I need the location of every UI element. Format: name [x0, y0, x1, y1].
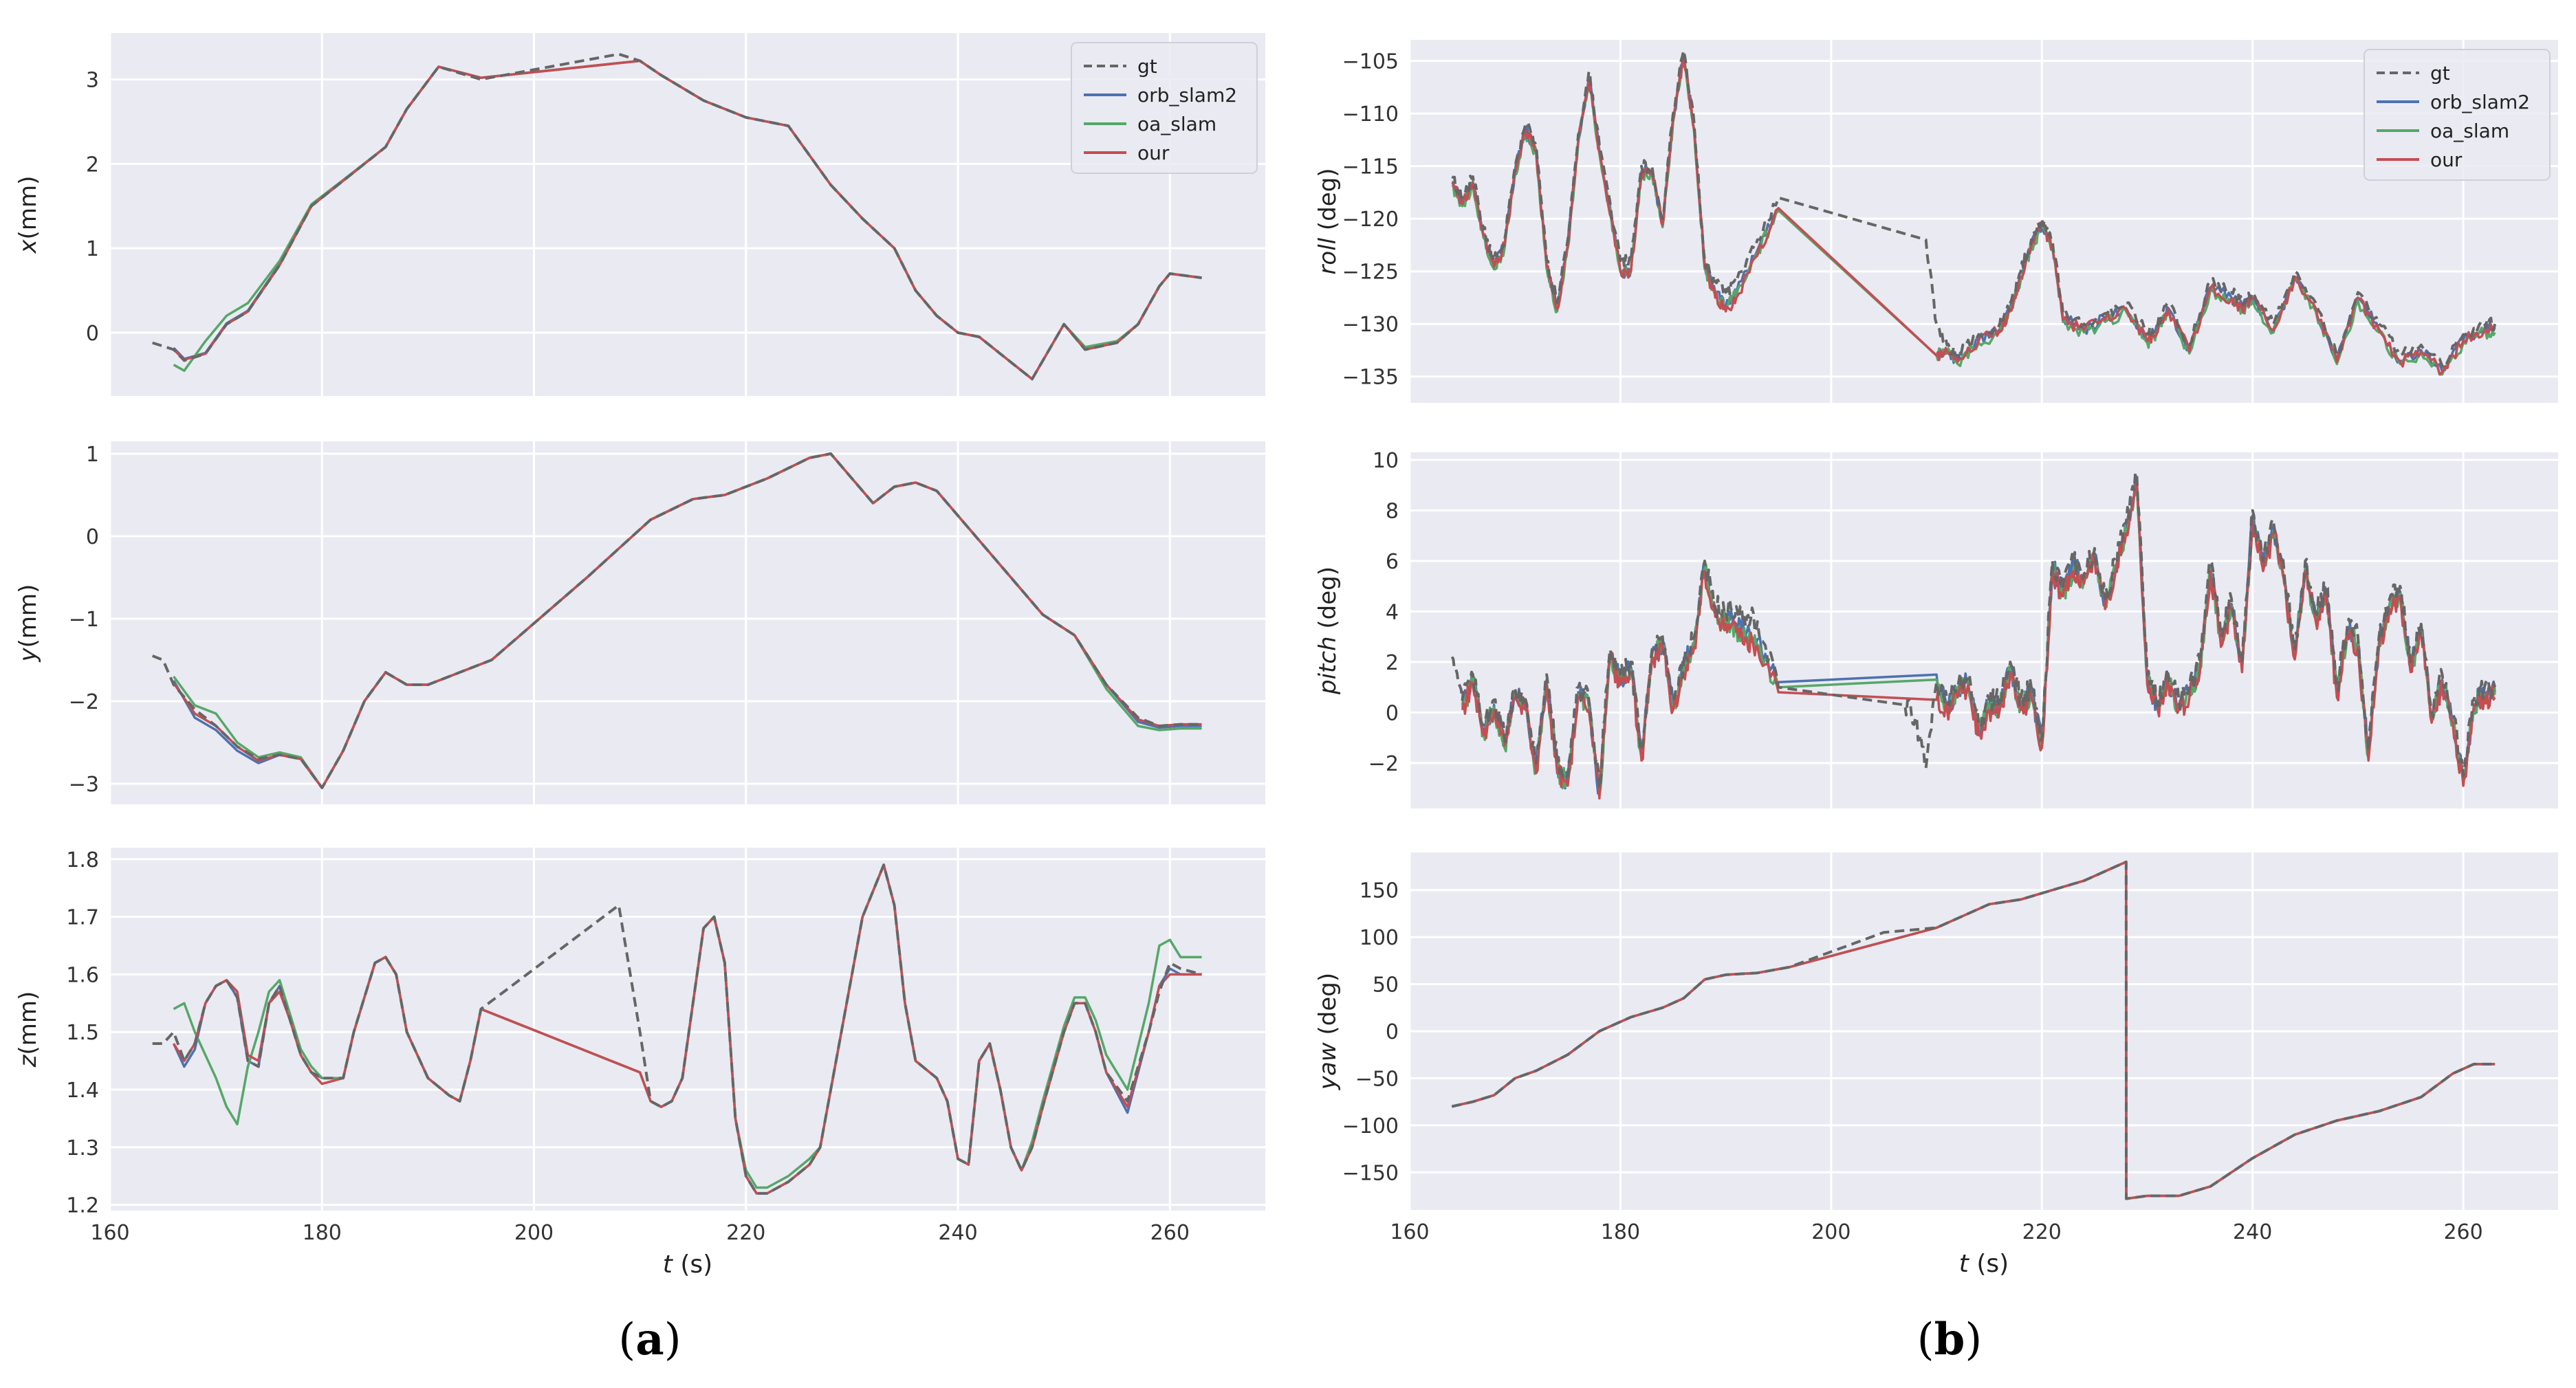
x-tick-label: 200: [514, 1221, 554, 1245]
y-tick-label: −120: [1342, 208, 1399, 232]
y-tick-label: 100: [1360, 926, 1399, 950]
y-axis-label: pitch (deg): [1314, 566, 1342, 695]
y-axis-label: y(mm): [14, 584, 42, 663]
y-tick-label: 150: [1360, 879, 1399, 903]
legend-label-gt: gt: [1137, 55, 1157, 78]
y-tick-label: −2: [69, 690, 99, 714]
y-tick-label: 1.3: [66, 1136, 99, 1160]
y-tick-label: −1: [69, 608, 99, 632]
legend-label-our: our: [1137, 142, 1170, 164]
plot-a-mid: −3 −2 −1 0 1 y(mm): [14, 441, 1265, 804]
x-tick-label: 180: [1601, 1220, 1640, 1244]
legend-box: [1071, 42, 1258, 174]
x-tick-label: 200: [1811, 1220, 1851, 1244]
y-tick-label: −2: [1368, 752, 1399, 776]
plot-background: [110, 848, 1265, 1211]
legend-label-orb_slam2: orb_slam2: [2430, 91, 2530, 113]
y-tick-label: 2: [1386, 651, 1399, 675]
y-tick-label: −50: [1355, 1067, 1399, 1091]
y-tick-label: −130: [1342, 313, 1399, 337]
series-line-our: [1451, 55, 2496, 375]
x-tick-label: 220: [726, 1221, 765, 1245]
y-tick-label: −3: [69, 773, 99, 797]
y-axis-label: x(mm): [14, 176, 42, 254]
series-line-our: [1461, 481, 2496, 800]
series-line-gt: [1450, 471, 2497, 790]
y-axis-label: roll (deg): [1314, 168, 1342, 274]
x-tick-label: 160: [90, 1221, 129, 1245]
y-tick-label: −115: [1342, 155, 1399, 179]
y-tick-label: 8: [1386, 499, 1399, 523]
y-tick-label: 0: [1386, 701, 1399, 725]
x-tick-label: 240: [2233, 1220, 2272, 1244]
y-tick-label: −100: [1342, 1114, 1399, 1138]
series-line-gt: [151, 452, 1202, 789]
series-line-gt: [152, 863, 1203, 1195]
y-tick-label: 1.4: [66, 1079, 99, 1103]
plot-b-mid: −2 0 2 4 6 8 10 pitch (deg): [1314, 449, 2558, 808]
series-line-gt: [152, 52, 1202, 381]
y-tick-label: −150: [1342, 1161, 1399, 1185]
x-tick-label: 240: [938, 1221, 977, 1245]
y-tick-label: 1.2: [66, 1194, 99, 1218]
x-tick-label: 160: [1390, 1220, 1429, 1244]
x-tick-label: 260: [2443, 1220, 2482, 1244]
legend-label-gt: gt: [2430, 62, 2450, 85]
y-tick-label: −135: [1342, 366, 1399, 390]
plot-b-top: −135 −130 −125 −120 −115 −110 −105 roll (deg) gt…: [1314, 40, 2558, 403]
legend-label-oa_slam: oa_slam: [2430, 120, 2509, 142]
plot-background: [110, 441, 1265, 804]
y-axis-label: yaw (deg): [1314, 973, 1342, 1090]
y-tick-label: 50: [1373, 973, 1399, 998]
caption-b: (b): [1917, 1314, 1983, 1365]
y-tick-label: 1.5: [66, 1021, 99, 1045]
y-tick-label: 1.7: [66, 906, 99, 930]
y-tick-label: 2: [86, 153, 99, 177]
y-tick-label: 6: [1386, 550, 1399, 574]
plot-b-bot: 160 180 200 220 240 260 −150 −100 −50 0 50 100 150 ya…: [1314, 852, 2558, 1278]
y-tick-label: 0: [1386, 1020, 1399, 1044]
y-tick-label: 1.8: [66, 848, 99, 872]
x-axis-label: t (s): [663, 1251, 712, 1279]
x-tick-label: 260: [1150, 1221, 1190, 1245]
legend-label-orb_slam2: orb_slam2: [1137, 84, 1237, 107]
caption-a: (a): [618, 1314, 681, 1365]
y-tick-label: 1: [86, 443, 99, 467]
y-tick-label: 4: [1386, 600, 1399, 624]
y-tick-label: −110: [1342, 102, 1399, 126]
y-tick-label: 3: [86, 69, 99, 93]
series-line-gt: [1451, 860, 2496, 1200]
y-tick-label: 1: [86, 237, 99, 261]
y-tick-label: 1.6: [66, 963, 99, 987]
y-tick-label: −105: [1342, 50, 1399, 74]
y-tick-label: 0: [86, 322, 99, 346]
series-line-gt: [1451, 49, 2497, 369]
plot-a-bot: 160 180 200 220 240 260 1.2 1.3 1.4 1.5 1.6 1.7 1.8 z…: [14, 848, 1265, 1279]
y-tick-label: 10: [1373, 449, 1399, 473]
y-tick-label: 0: [86, 525, 99, 549]
legend-label-oa_slam: oa_slam: [1137, 113, 1216, 135]
legend-label-our: our: [2430, 148, 2463, 171]
y-axis-label: z(mm): [14, 991, 42, 1068]
y-tick-label: −125: [1342, 261, 1399, 285]
legend-box: [2364, 49, 2551, 181]
x-axis-label: t (s): [1959, 1250, 2009, 1278]
x-tick-label: 180: [303, 1221, 342, 1245]
x-tick-label: 220: [2022, 1220, 2062, 1244]
